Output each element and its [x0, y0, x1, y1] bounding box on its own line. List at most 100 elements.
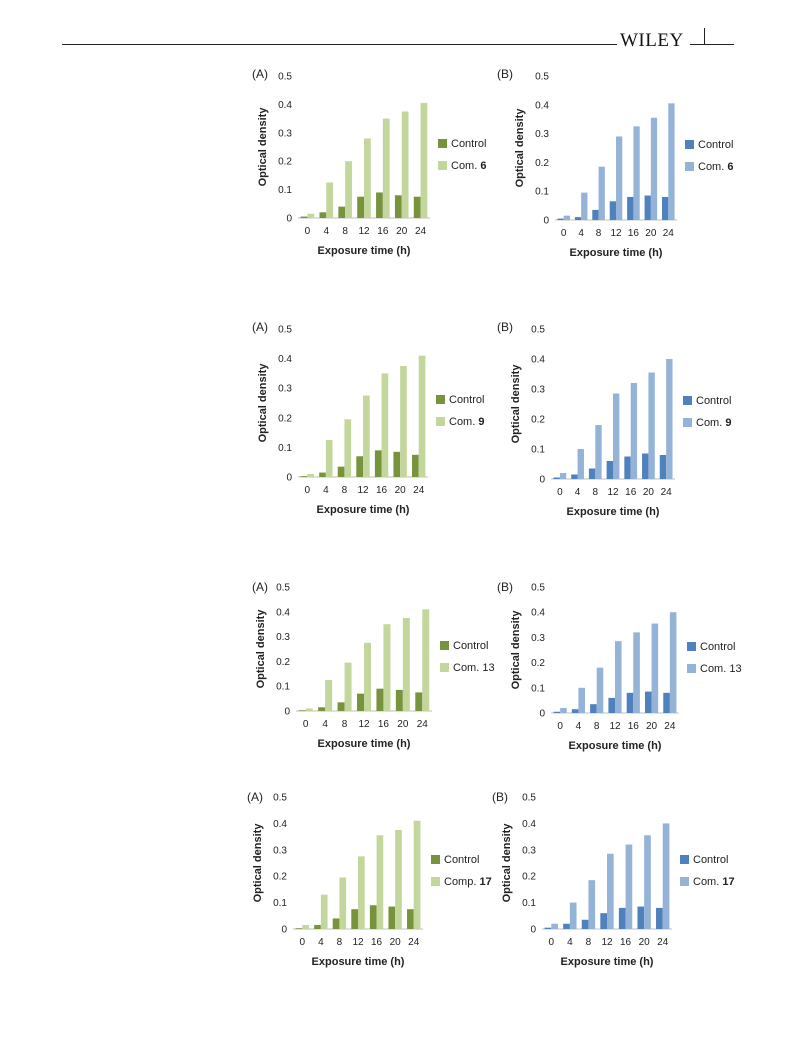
bar-control	[376, 192, 383, 218]
bar-compound	[413, 820, 421, 929]
y-tick-label: 0	[530, 925, 536, 936]
legend-label-prefix: Com.	[693, 876, 722, 888]
y-tick-label: 0.4	[273, 819, 287, 830]
legend-swatch	[680, 877, 689, 886]
header-rule-right	[690, 44, 734, 45]
bar-control	[300, 216, 308, 218]
panel-label: (B)	[497, 580, 513, 594]
bar-compound	[307, 474, 314, 477]
x-tick-label: 12	[358, 226, 370, 237]
legend-swatch	[431, 855, 440, 864]
bar-compound	[578, 687, 586, 713]
bar-control	[337, 466, 345, 477]
bar-compound	[376, 835, 384, 929]
y-tick-label: 0.1	[531, 683, 545, 694]
y-axis-title: Optical density	[255, 609, 267, 689]
bar-compound	[560, 707, 567, 713]
x-tick-label: 20	[645, 228, 657, 239]
x-tick-label: 12	[610, 228, 622, 239]
x-tick-label: 4	[567, 937, 573, 948]
y-tick-label: 0.5	[278, 72, 292, 83]
x-tick-label: 16	[625, 487, 637, 498]
bar-control	[413, 196, 421, 218]
legend-label: Com. 9	[449, 416, 484, 428]
x-tick-label: 24	[657, 937, 669, 948]
bar-control	[553, 711, 561, 713]
x-tick-label: 12	[352, 937, 364, 948]
y-tick-label: 0.1	[278, 185, 292, 196]
y-tick-label: 0.4	[278, 100, 292, 111]
y-tick-label: 0.2	[278, 157, 292, 168]
y-tick-label: 0.5	[278, 325, 292, 336]
x-tick-label: 0	[557, 721, 563, 732]
x-axis-title: Exposure time (h)	[569, 740, 662, 752]
bar-control	[659, 455, 667, 479]
panel-label: (A)	[252, 580, 268, 594]
y-tick-label: 0.1	[276, 682, 290, 693]
legend-label: Com. 13	[453, 662, 495, 674]
bar-compound	[364, 138, 371, 218]
bar-control	[314, 925, 321, 929]
bar-control	[656, 907, 663, 929]
y-tick-label: 0.1	[522, 898, 536, 909]
bar-control	[393, 451, 401, 477]
y-tick-label: 0.4	[531, 355, 545, 366]
bar-compound	[400, 366, 407, 477]
legend-label-prefix: Com.	[451, 160, 480, 172]
legend-label-prefix: Com.	[696, 417, 725, 429]
chart-1-a: (A) 0 0.1 0.2 0.3 0.4 0.5 0 4 8 12 16 20 24 Exposure t…	[252, 67, 486, 257]
bar-control	[557, 218, 564, 220]
bar-control	[571, 474, 578, 479]
legend-label-prefix: Comp.	[444, 876, 479, 888]
legend-label-prefix: Com. 13	[453, 662, 495, 674]
x-tick-label: 16	[376, 485, 388, 496]
bar-compound	[395, 830, 402, 929]
x-tick-label: 0	[561, 228, 567, 239]
y-tick-label: 0.3	[522, 845, 536, 856]
legend-swatch	[680, 855, 689, 864]
bar-control	[590, 704, 597, 713]
x-tick-label: 12	[609, 721, 621, 732]
x-axis-title: Exposure time (h)	[317, 504, 410, 516]
bar-compound	[339, 877, 347, 929]
bar-control	[356, 456, 363, 477]
legend-swatch	[440, 641, 449, 650]
bar-compound	[630, 383, 638, 479]
bar-compound	[598, 166, 605, 220]
bar-compound	[569, 902, 577, 929]
x-tick-label: 4	[576, 721, 582, 732]
x-tick-label: 8	[342, 719, 348, 730]
page-header: WILEY	[0, 0, 793, 60]
publisher-logo: WILEY	[620, 30, 684, 52]
legend-label: Com. 13	[700, 663, 742, 675]
legend-label-compound-number: 17	[479, 876, 491, 888]
legend-label: Com. 6	[451, 160, 486, 172]
x-tick-label: 20	[639, 937, 651, 948]
x-tick-label: 20	[395, 485, 407, 496]
y-tick-label: 0.5	[535, 72, 549, 83]
bar-control	[571, 709, 579, 713]
y-tick-label: 0.4	[276, 607, 290, 618]
x-tick-label: 16	[628, 721, 640, 732]
x-tick-label: 20	[643, 487, 655, 498]
y-tick-label: 0.1	[273, 898, 287, 909]
x-tick-label: 20	[397, 719, 409, 730]
legend-label: Control	[696, 395, 731, 407]
y-tick-label: 0.4	[522, 819, 536, 830]
bar-compound	[381, 373, 389, 477]
legend-swatch	[436, 395, 445, 404]
legend-label: Control	[698, 139, 733, 151]
legend-swatch	[438, 139, 447, 148]
bar-control	[338, 206, 346, 218]
bar-compound	[577, 449, 584, 479]
y-tick-label: 0.5	[273, 793, 287, 804]
bar-control	[608, 697, 615, 713]
y-tick-label: 0	[539, 709, 545, 720]
legend-swatch	[683, 418, 692, 427]
y-tick-label: 0.5	[531, 583, 545, 594]
x-axis-title: Exposure time (h)	[318, 738, 411, 750]
bar-compound	[345, 161, 352, 218]
legend-swatch	[436, 417, 445, 426]
